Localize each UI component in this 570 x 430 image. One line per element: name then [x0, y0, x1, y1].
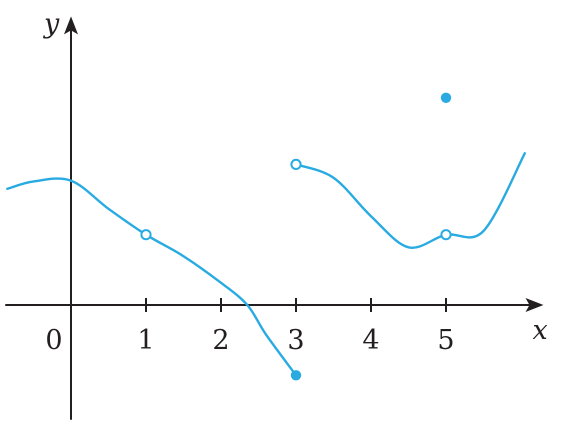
filled-point [290, 370, 302, 381]
curves [6, 152, 526, 377]
y-axis-arrow [64, 16, 78, 35]
x-tick-label-5: 5 [437, 325, 454, 356]
filled-point [440, 92, 452, 104]
y-axis-label: y [43, 8, 60, 39]
open-point [140, 229, 152, 241]
labels: y x 0 1 2 3 4 5 [43, 8, 548, 356]
x-axis-arrow [525, 298, 544, 312]
x-tick-label-4: 4 [362, 325, 379, 356]
open-point [290, 158, 302, 170]
x-axis-label: x [533, 315, 548, 346]
origin-label: 0 [45, 325, 62, 356]
open-point [440, 229, 452, 241]
x-tick-label-2: 2 [212, 325, 229, 356]
axes [5, 16, 544, 420]
curve-piece-2 [294, 152, 526, 249]
x-tick-label-1: 1 [137, 325, 154, 356]
points [140, 92, 452, 381]
x-tick-label-3: 3 [287, 325, 304, 356]
curve-piece-1 [6, 177, 298, 377]
